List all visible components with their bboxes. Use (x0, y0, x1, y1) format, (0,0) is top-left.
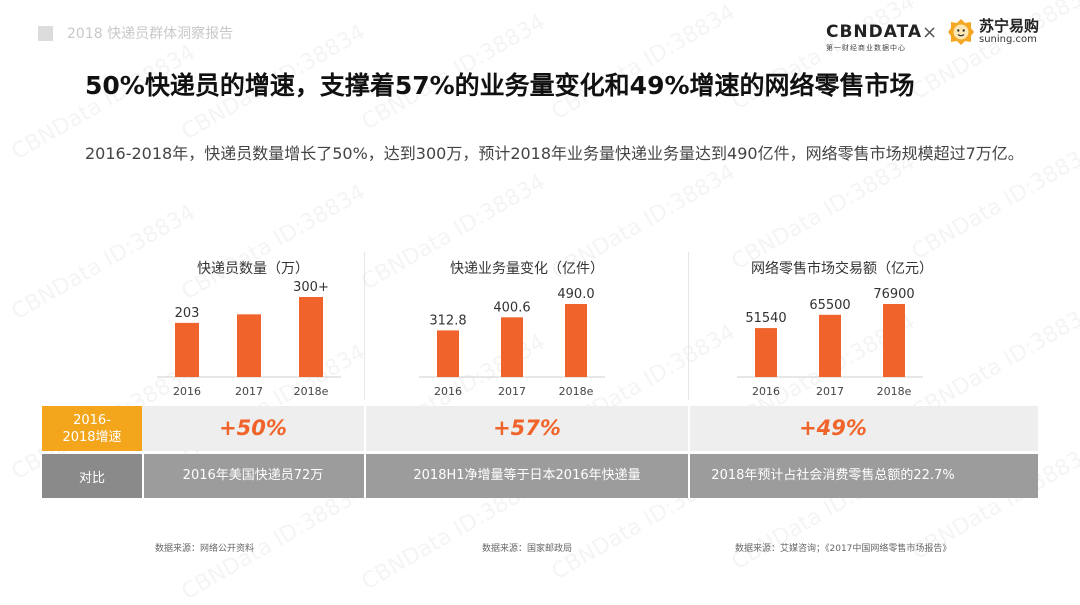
data-label: 65500 (809, 298, 850, 313)
lion-icon (948, 19, 974, 45)
suning-logo-text: 苏宁易购 (979, 17, 1040, 35)
bar-2016 (175, 322, 199, 377)
times-sign: × (922, 22, 938, 43)
growth-value-retail: +49% (799, 416, 867, 440)
growth-row (42, 406, 1038, 451)
couriers-bar-chart: 203 2016 2017 300+ 2018e (157, 280, 341, 398)
compare-value-retail: 2018年预计占社会消费零售总额的22.7% (711, 468, 955, 483)
page-title: 50%快递员的增速，支撑着57%的业务量变化和49%增速的网络零售市场 (85, 71, 915, 100)
growth-row-label-line1: 2016- (73, 412, 111, 428)
growth-value-couriers: +50% (219, 416, 287, 440)
source-note-couriers: 数据来源：网络公开资料 (155, 544, 255, 554)
compare-row-label: 对比 (42, 454, 142, 498)
bar-2018e (299, 297, 323, 377)
cbndata-logo-text: CBNDATA (826, 22, 923, 42)
category-label: 2018e (877, 385, 912, 398)
bar-2018e (565, 304, 587, 377)
category-label: 2018e (294, 385, 329, 398)
chart-divider (364, 252, 365, 400)
category-label: 2016 (173, 385, 201, 398)
source-note-retail: 数据来源：艾媒咨询；《2017中国网络零售市场报告》 (735, 544, 952, 554)
data-label: 203 (175, 306, 200, 321)
chart-title-retail: 网络零售市场交易额（亿元） (751, 261, 933, 277)
suning-logo: 苏宁易购 suning.com (947, 18, 1039, 46)
bar-2017 (819, 314, 841, 377)
data-label: 76900 (873, 287, 914, 302)
suning-logo-url: suning.com (979, 34, 1037, 45)
report-title: 2018 快递员群体洞察报告 (67, 26, 234, 42)
growth-row-label: 2016- 2018增速 (42, 406, 142, 451)
table-column-separator (364, 406, 366, 498)
watermark-text: CBNData ID:38834 (548, 0, 740, 125)
retail-bar-chart: 51540 2016 65500 2017 76900 2018e (737, 287, 923, 398)
category-label: 2016 (434, 385, 462, 398)
compare-value-couriers: 2016年美国快递员72万 (182, 468, 324, 483)
category-label: 2018e (559, 385, 594, 398)
compare-value-volume: 2018H1净增量等于日本2016年快递量 (413, 468, 641, 483)
chart-title-couriers: 快递员数量（万） (197, 261, 309, 277)
data-label: 51540 (745, 311, 786, 326)
bar-2017 (237, 314, 261, 377)
category-label: 2016 (752, 385, 780, 398)
bar-2018e (883, 304, 905, 377)
category-label: 2017 (498, 385, 526, 398)
watermark-text: CBNData ID:38834 (908, 0, 1080, 105)
watermark-text: CBNData ID:38834 (728, 150, 920, 275)
source-note-volume: 数据来源：国家邮政局 (482, 544, 573, 554)
data-label: 400.6 (493, 300, 530, 315)
compare-row (42, 454, 1038, 498)
category-label: 2017 (235, 385, 263, 398)
bar-2016 (437, 330, 459, 377)
growth-value-volume: +57% (493, 416, 561, 440)
table-column-separator (142, 454, 144, 498)
table-column-separator (688, 406, 690, 498)
volume-bar-chart: 312.8 2016 400.6 2017 490.0 2018e (419, 287, 605, 398)
category-label: 2017 (816, 385, 844, 398)
data-label: 300+ (293, 280, 329, 295)
cbndata-logo: CBNDATA 第一财经商业数据中心 (826, 22, 922, 53)
data-label: 312.8 (429, 313, 466, 328)
bar-2016 (755, 328, 777, 377)
square-icon (38, 25, 53, 41)
summary-text: 2016-2018年，快递员数量增长了50%，达到300万，预计2018年业务量… (85, 144, 1024, 163)
growth-row-label-line2: 2018增速 (62, 429, 122, 445)
cbndata-logo-subtext: 第一财经商业数据中心 (826, 44, 906, 52)
report-tag: 2018 快递员群体洞察报告 (38, 23, 233, 43)
data-label: 490.0 (557, 287, 594, 302)
chart-title-volume: 快递业务量变化（亿件） (450, 261, 604, 277)
bar-2017 (501, 317, 523, 377)
chart-divider (688, 252, 689, 400)
